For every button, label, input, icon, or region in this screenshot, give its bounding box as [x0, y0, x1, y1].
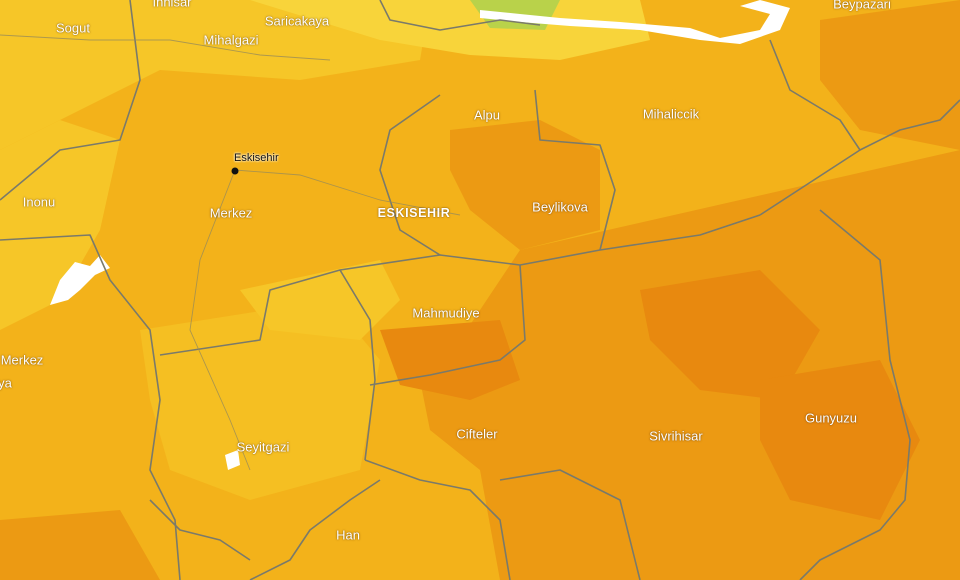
road-north	[0, 34, 331, 61]
label-seyitgazi[interactable]: Seyitgazi	[236, 439, 290, 455]
label-merkez-west[interactable]: Merkez	[0, 352, 44, 368]
border-north	[379, 0, 541, 31]
border-mahmudiye-south	[369, 264, 526, 386]
border-sivrihisar-west	[499, 469, 641, 580]
border-cifteler	[364, 459, 511, 580]
terrain-light-west	[0, 120, 120, 330]
city-marker-dot[interactable]	[231, 167, 239, 175]
terrain-dark-sw	[0, 510, 160, 580]
border-han	[249, 479, 381, 580]
border-south-west	[149, 499, 251, 561]
reservoir-west	[50, 255, 110, 305]
border-eskisehir-north	[379, 94, 441, 256]
terrain-deep-2	[760, 360, 920, 520]
terrain-light-band	[240, 260, 400, 340]
label-inhisar[interactable]: Inhisar	[152, 0, 192, 10]
label-cifteler[interactable]: Cifteler	[456, 426, 498, 442]
label-mihaliccik[interactable]: Mihaliccik	[642, 106, 700, 122]
border-beylikova	[534, 89, 616, 251]
label-partial-west[interactable]: ya	[0, 375, 12, 391]
road-east	[234, 169, 461, 216]
terrain-dark-ne	[820, 0, 960, 150]
label-mahmudiye[interactable]: Mahmudiye	[412, 305, 480, 321]
pond-seyitgazi	[225, 450, 240, 470]
terrain-deep-1	[640, 270, 820, 400]
label-mihalgazi[interactable]: Mihalgazi	[203, 32, 259, 48]
border-ne	[859, 99, 960, 151]
border-mihaliccik-east	[759, 39, 861, 216]
terrain-light-central	[140, 300, 380, 500]
label-eskisehir-region[interactable]: ESKISEHIR	[377, 206, 451, 220]
label-beylikova[interactable]: Beylikova	[532, 199, 588, 215]
label-alpu[interactable]: Alpu	[473, 107, 501, 123]
label-saricakaya[interactable]: Saricakaya	[264, 13, 330, 29]
border-gunyuzu	[799, 209, 911, 580]
label-inonu[interactable]: Inonu	[22, 194, 56, 210]
label-gunyuzu[interactable]: Gunyuzu	[804, 410, 858, 426]
border-west	[0, 234, 181, 580]
terrain-light-north	[0, 0, 430, 150]
label-beypazari[interactable]: Beypazari	[833, 0, 891, 12]
label-sivrihisar[interactable]: Sivrihisar	[649, 428, 703, 444]
terrain-deep-3	[380, 320, 520, 400]
river-sakarya	[480, 0, 790, 44]
border-mahmudiye-west	[339, 269, 376, 461]
label-han[interactable]: Han	[336, 527, 360, 543]
label-merkez-center[interactable]: Merkez	[209, 205, 253, 221]
road-south	[189, 169, 251, 471]
terrain-dark-alpu	[450, 120, 600, 250]
border-inonu-north	[0, 0, 141, 201]
roads	[0, 34, 461, 471]
label-sogut[interactable]: Sogut	[56, 20, 90, 36]
label-city-eskisehir[interactable]: Eskisehir	[234, 152, 279, 164]
